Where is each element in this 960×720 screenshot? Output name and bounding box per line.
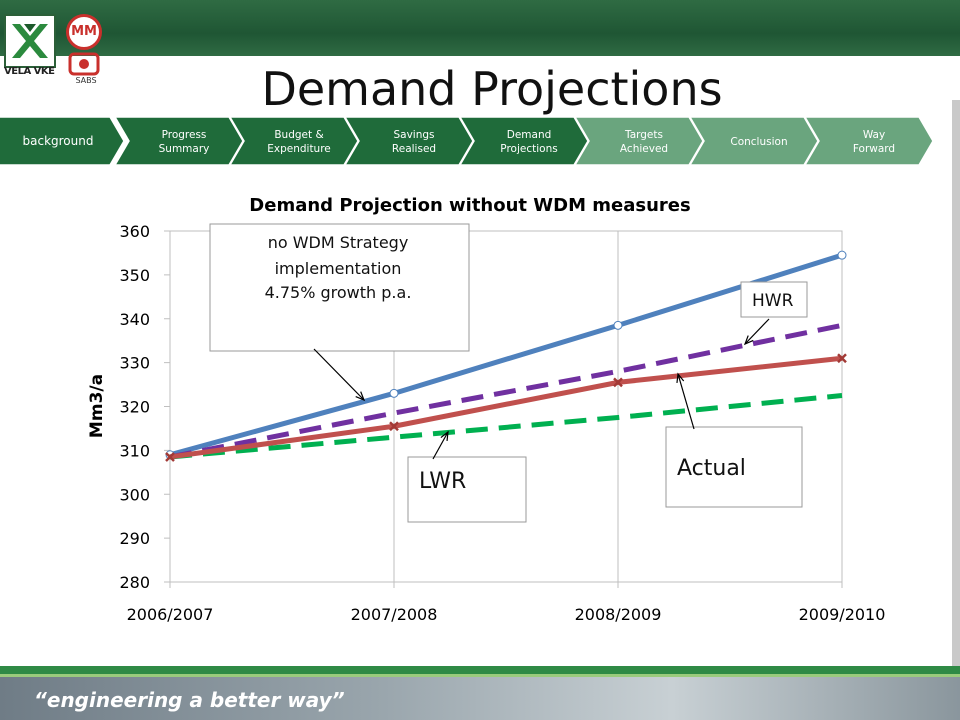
nav-item-6[interactable]: Targets Achieved: [573, 116, 704, 166]
y-tick-label: 310: [119, 441, 150, 460]
x-tick-label: 2006/2007: [127, 605, 214, 624]
nav-item-2[interactable]: Progress Summary: [113, 116, 244, 166]
y-tick-label: 320: [119, 398, 150, 417]
data-point: [389, 388, 399, 398]
nav-item-7[interactable]: Conclusion: [688, 116, 819, 166]
callout-arrow: [313, 348, 365, 401]
nav-item-label: Realised: [392, 143, 436, 155]
footer-accent-line-light: [0, 674, 960, 677]
nav-item-label: Conclusion: [730, 136, 787, 148]
nav-item-4[interactable]: Savings Realised: [343, 116, 474, 166]
data-point: [389, 421, 399, 432]
callout-arrow: [432, 431, 449, 460]
callout-arrow: [744, 318, 770, 345]
x-tick-label: 2008/2009: [575, 605, 662, 624]
callout-text: HWR: [752, 291, 794, 311]
slogan: “engineering a better way”: [34, 688, 345, 712]
nav-item-label: Expenditure: [267, 143, 331, 155]
chart-title: Demand Projection without WDM measures: [249, 195, 690, 216]
series-line: [169, 322, 843, 460]
vela-vke-logo: [4, 14, 56, 68]
y-tick-label: 280: [119, 573, 150, 592]
nav-chevron[interactable]: [0, 116, 125, 166]
footer-accent-line: [0, 666, 960, 674]
callout-hwr: HWR: [740, 281, 808, 346]
callout-actual: Actual: [665, 372, 803, 508]
nav-chevron[interactable]: [113, 116, 244, 166]
y-tick-label: 290: [119, 529, 150, 548]
nav-item-label: Budget &: [274, 129, 323, 141]
callout-arrow: [677, 373, 695, 430]
right-edge-bar: [952, 100, 960, 720]
nav-item-label: Demand: [507, 129, 552, 141]
series-line: [169, 252, 843, 458]
data-point: [837, 250, 847, 260]
nav-item-1[interactable]: background: [0, 116, 125, 166]
nav-item-label: Achieved: [620, 143, 668, 155]
nav-chevron[interactable]: [803, 116, 934, 166]
footer-band: [0, 677, 960, 720]
nav-item-label: Way: [863, 129, 885, 141]
y-tick-label: 360: [119, 222, 150, 241]
nav-item-label: Summary: [159, 143, 210, 155]
slide-title: Demand Projections: [261, 62, 723, 116]
nav-item-label: Forward: [853, 143, 895, 155]
vela-vke-logo-text: VELA VKE: [4, 66, 55, 77]
callout-text: implementation: [275, 259, 402, 278]
callout-text: LWR: [419, 469, 466, 494]
sabs-logo-text: SABS: [75, 76, 97, 85]
y-tick-label: 350: [119, 266, 150, 285]
sabs-logo-icon: [68, 52, 100, 76]
nav-item-8[interactable]: Way Forward: [803, 116, 934, 166]
nav-item-5[interactable]: Demand Projections: [458, 116, 589, 166]
nav-item-label: Progress: [162, 129, 207, 141]
y-tick-label: 340: [119, 310, 150, 329]
callout-text: Actual: [677, 456, 746, 481]
nav-item-3[interactable]: Budget & Expenditure: [228, 116, 359, 166]
y-tick-label: 330: [119, 354, 150, 373]
x-tick-label: 2009/2010: [799, 605, 886, 624]
header-band: [0, 0, 960, 56]
data-point: [613, 377, 623, 388]
nav-chevron[interactable]: [573, 116, 704, 166]
data-point: [165, 452, 175, 462]
navigation-bar: background Progress Summary Budget & Expendi…: [0, 114, 960, 168]
nav-item-label: background: [23, 134, 94, 148]
nav-item-label: Projections: [500, 143, 557, 155]
nav-item-label: Savings: [393, 129, 434, 141]
series-line: [169, 393, 843, 460]
callout-text: 4.75% growth p.a.: [265, 283, 412, 302]
mm-logo: MM: [66, 14, 102, 50]
x-tick-label: 2007/2008: [351, 605, 438, 624]
data-point: [613, 320, 623, 330]
callout-no-wdm: no WDM Strategy implementation 4.75% growt…: [209, 223, 470, 402]
callout-text: no WDM Strategy: [268, 233, 409, 252]
series-line: [169, 355, 843, 460]
y-axis-label: Mm3/a: [87, 374, 107, 438]
y-tick-label: 300: [119, 485, 150, 504]
nav-chevron[interactable]: [228, 116, 359, 166]
nav-chevron[interactable]: [458, 116, 589, 166]
nav-chevron[interactable]: [343, 116, 474, 166]
callout-lwr: LWR: [407, 430, 527, 523]
demand-projection-chart: 280 290 300 310 320 330 340 350 360 2006/2007 2007…: [0, 180, 952, 654]
nav-item-label: Targets: [624, 129, 663, 141]
nav-chevron[interactable]: [688, 116, 819, 166]
data-point: [837, 353, 847, 364]
